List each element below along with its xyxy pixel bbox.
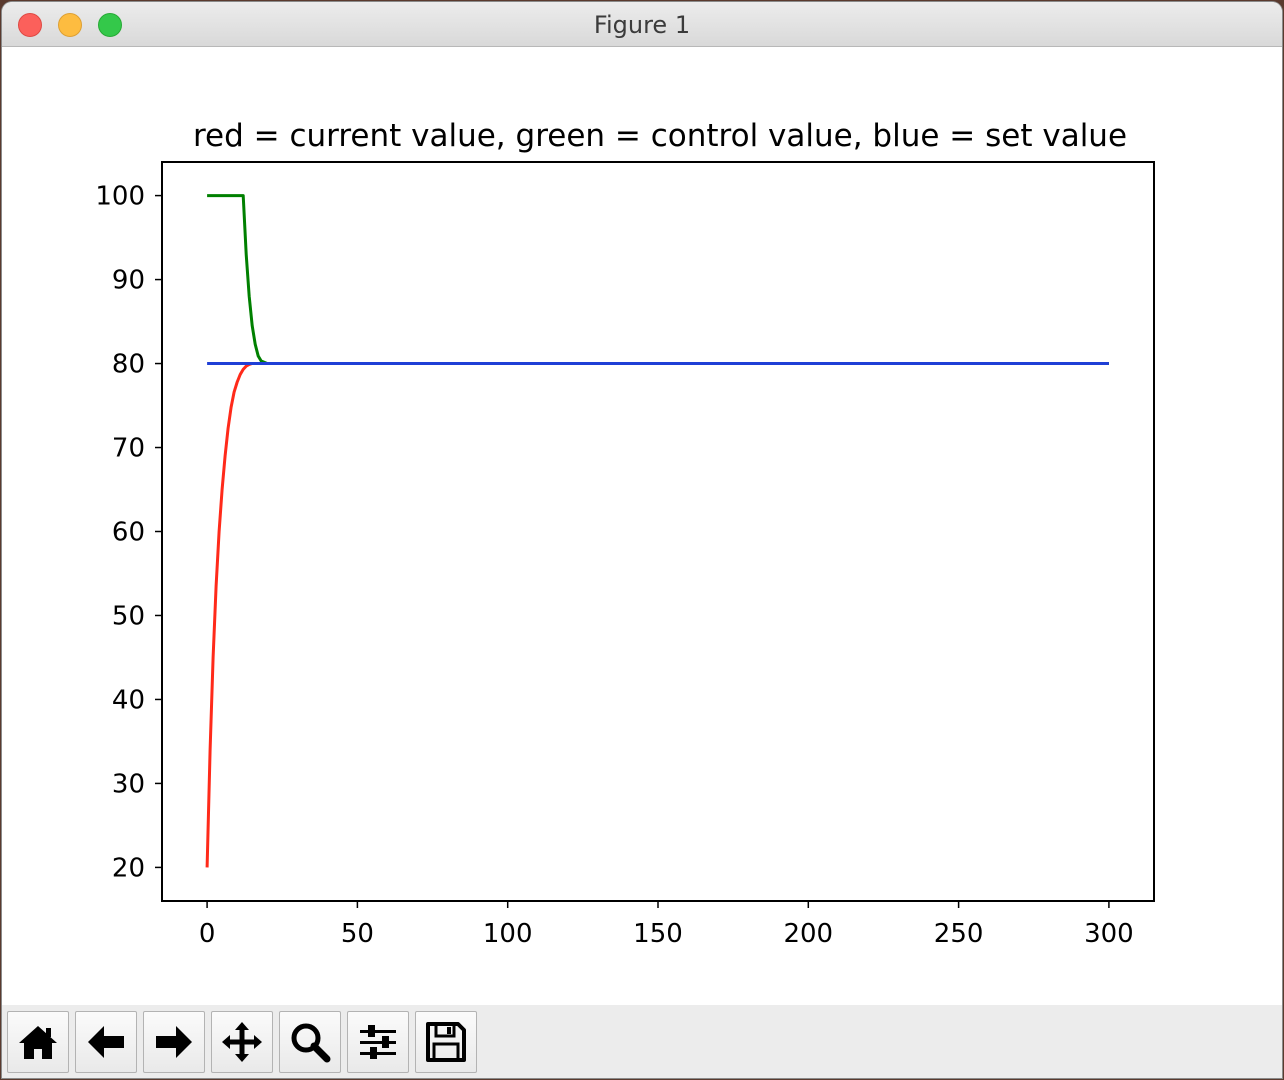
y-tick-label: 90	[112, 266, 145, 296]
x-tick-label: 100	[483, 919, 533, 949]
move-icon	[222, 1022, 262, 1062]
figure-canvas[interactable]: red = current value, green = control val…	[2, 47, 1282, 1005]
minimize-window-button[interactable]	[58, 13, 82, 37]
y-tick-label: 20	[112, 853, 145, 883]
configure-subplots-button[interactable]	[347, 1011, 409, 1073]
back-button[interactable]	[75, 1011, 137, 1073]
home-icon	[19, 1026, 57, 1059]
arrow-left-icon	[88, 1026, 124, 1058]
x-tick-label: 0	[199, 919, 216, 949]
y-tick-label: 80	[112, 350, 145, 380]
y-tick-label: 50	[112, 601, 145, 631]
line-chart: red = current value, green = control val…	[95, 118, 1155, 949]
forward-button[interactable]	[143, 1011, 205, 1073]
x-tick-label: 250	[934, 919, 984, 949]
series-line-0	[205, 362, 1109, 868]
home-button[interactable]	[7, 1011, 69, 1073]
y-tick-label: 60	[112, 518, 145, 548]
x-tick-label: 150	[633, 919, 683, 949]
x-axis: 0 50 100 150 200 250 300	[199, 901, 1134, 949]
x-tick-label: 50	[341, 919, 374, 949]
y-tick-label: 70	[112, 434, 145, 464]
y-axis: 20 30 40 50 60 70 80 90 100	[95, 182, 162, 883]
zoom-button[interactable]	[279, 1011, 341, 1073]
save-button[interactable]	[415, 1011, 477, 1073]
maximize-window-button[interactable]	[98, 13, 122, 37]
window-title: Figure 1	[593, 11, 691, 39]
magnifier-icon	[291, 1023, 331, 1063]
x-tick-label: 300	[1084, 919, 1134, 949]
y-tick-label: 40	[112, 685, 145, 715]
x-tick-label: 200	[783, 919, 833, 949]
plot-frame	[161, 161, 1155, 902]
close-window-button[interactable]	[18, 13, 42, 37]
title-bar[interactable]: Figure 1	[2, 2, 1282, 47]
navigation-toolbar	[2, 1005, 1282, 1078]
sliders-icon	[360, 1025, 396, 1059]
y-tick-label: 30	[112, 769, 145, 799]
pan-button[interactable]	[211, 1011, 273, 1073]
y-tick-label: 100	[95, 182, 145, 212]
chart-title: red = current value, green = control val…	[193, 118, 1127, 154]
series-line-1	[207, 194, 1109, 365]
floppy-disk-icon	[426, 1022, 466, 1062]
arrow-right-icon	[156, 1026, 192, 1058]
